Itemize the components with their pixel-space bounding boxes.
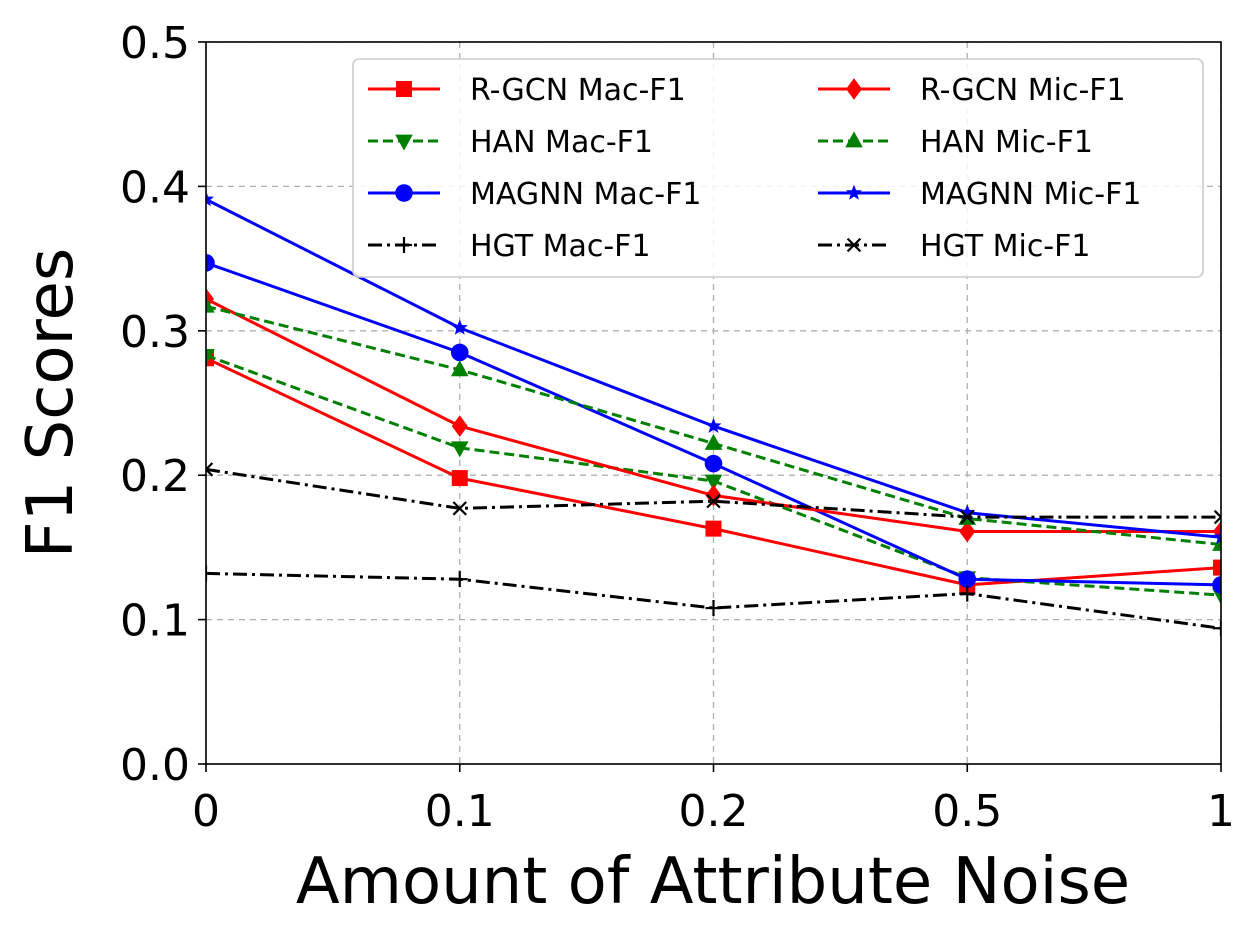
- legend-label: HGT Mic-F1: [920, 229, 1090, 264]
- legend: R-GCN Mac-F1 HAN Mac-F1 MAGNN Mac-F1 HGT Ma…: [352, 58, 1204, 278]
- data-point: [206, 254, 215, 272]
- data-point: [704, 433, 723, 450]
- legend-marker: [845, 131, 863, 148]
- data-point: [704, 474, 723, 491]
- x-tick-label: 0: [192, 786, 220, 837]
- data-point: [1212, 576, 1221, 594]
- legend-label: R-GCN Mic-F1: [920, 73, 1126, 108]
- data-point: [705, 600, 722, 617]
- data-point: [1213, 620, 1221, 637]
- data-point: [705, 520, 722, 537]
- data-point: [206, 565, 214, 582]
- series-magnn-mic-f1: [206, 191, 1221, 545]
- legend-label: MAGNN Mic-F1: [920, 177, 1141, 212]
- data-point: [1213, 559, 1221, 576]
- x-axis-label: Amount of Attribute Noise: [296, 845, 1130, 919]
- series-layer: [206, 191, 1221, 637]
- data-point: [451, 319, 468, 335]
- y-tick-label: 0.5: [120, 18, 190, 69]
- y-tick-label: 0.2: [120, 451, 190, 502]
- data-point: [958, 570, 977, 588]
- x-tick-label: 0.1: [425, 786, 495, 837]
- series-line-hgt-mic-f1: [206, 467, 1221, 519]
- legend-label: R-GCN Mac-F1: [470, 73, 686, 108]
- data-point: [1213, 528, 1221, 545]
- data-point: [450, 343, 469, 362]
- legend-box: [352, 58, 1204, 278]
- legend-entry-hgt-mic-f1: HGT Mic-F1: [818, 229, 1090, 264]
- legend-marker: [396, 237, 412, 253]
- legend-marker: [396, 81, 412, 97]
- series-hgt-mic-f1: [206, 462, 1221, 525]
- data-point: [451, 571, 468, 588]
- data-point: [450, 441, 469, 458]
- data-point: [452, 501, 467, 516]
- legend-marker: [846, 237, 862, 253]
- legend-label: MAGNN Mac-F1: [470, 177, 701, 212]
- data-point: [206, 296, 215, 313]
- legend-entry-han-mac-f1: HAN Mac-F1: [368, 125, 653, 160]
- legend-entry-magnn-mic-f1: MAGNN Mic-F1: [818, 177, 1141, 212]
- legend-marker: [846, 78, 862, 100]
- x-tick-label: 0.5: [932, 786, 1002, 837]
- series-r-gcn-mic-f1: [206, 288, 1221, 543]
- y-axis-label: F1 Scores: [14, 248, 88, 558]
- data-point: [206, 191, 214, 207]
- series-magnn-mac-f1: [206, 254, 1221, 594]
- data-point: [451, 470, 468, 487]
- x-tick-label: 1: [1207, 786, 1235, 837]
- data-point: [959, 520, 976, 543]
- y-tick-label: 0.3: [120, 307, 190, 358]
- x-tick-label: 0.2: [679, 786, 749, 837]
- data-point: [959, 585, 976, 602]
- data-point: [960, 509, 975, 525]
- data-point: [959, 504, 976, 520]
- legend-entry-magnn-mac-f1: MAGNN Mac-F1: [368, 177, 701, 212]
- legend-entry-han-mic-f1: HAN Mic-F1: [818, 125, 1093, 160]
- data-point: [706, 494, 721, 509]
- data-point: [206, 462, 214, 477]
- data-point: [1213, 509, 1221, 525]
- legend-entry-r-gcn-mic-f1: R-GCN Mic-F1: [818, 73, 1126, 108]
- axis-ticks: 0 0.1 0.2 0.5 1 0.0 0.1 0.2 0.3 0.4 0.5: [120, 18, 1235, 837]
- y-tick-label: 0.4: [120, 162, 190, 213]
- data-point: [206, 348, 215, 365]
- legend-label: HGT Mac-F1: [470, 229, 651, 264]
- series-hgt-mac-f1: [206, 565, 1221, 637]
- data-point: [705, 484, 722, 507]
- data-point: [705, 417, 722, 433]
- y-tick-label: 0.1: [120, 596, 190, 647]
- data-point: [704, 454, 723, 473]
- legend-marker: [395, 184, 413, 202]
- legend-marker: [846, 184, 862, 200]
- legend-entry-r-gcn-mac-f1: R-GCN Mac-F1: [368, 73, 686, 108]
- legend-label: HAN Mic-F1: [920, 125, 1093, 160]
- data-point: [451, 415, 468, 437]
- data-point: [450, 360, 469, 377]
- series-line-hgt-mac-f1: [206, 571, 1221, 630]
- legend-marker: [395, 134, 413, 151]
- y-tick-label: 0.0: [120, 740, 190, 791]
- legend-entry-hgt-mac-f1: HGT Mac-F1: [368, 229, 651, 264]
- legend-label: HAN Mac-F1: [470, 125, 653, 160]
